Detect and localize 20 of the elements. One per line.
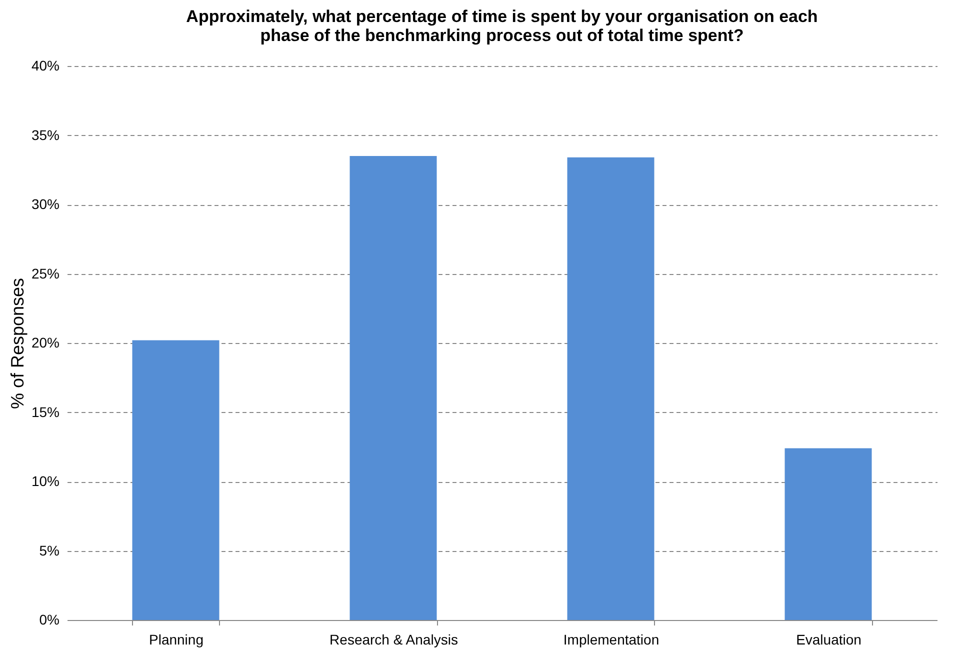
x-tick-label: Planning xyxy=(149,632,204,648)
bar xyxy=(132,340,220,620)
y-tick-label: 20% xyxy=(31,334,60,350)
y-tick-label: 40% xyxy=(31,58,60,74)
y-tick-label: 25% xyxy=(31,265,60,282)
y-tick-label: 35% xyxy=(31,126,60,143)
y-tick-label: 0% xyxy=(39,612,60,628)
y-tick-label: 30% xyxy=(31,196,60,212)
x-tick-label: Evaluation xyxy=(796,632,862,648)
x-tick-label: Implementation xyxy=(563,632,660,648)
bar xyxy=(350,156,437,620)
y-axis-title: % of Responses xyxy=(7,278,28,410)
y-tick-label: 15% xyxy=(31,404,60,420)
bar xyxy=(784,448,872,620)
text: Approximately, what percentage of time is spent by your organisation on each xyxy=(186,7,818,26)
bar xyxy=(567,157,654,620)
y-tick-label: 10% xyxy=(31,473,60,489)
text: phase of the benchmarking process out of total time spent? xyxy=(260,26,744,45)
y-tick-label: 5% xyxy=(39,542,60,558)
x-tick-label: Research & Analysis xyxy=(330,632,458,648)
